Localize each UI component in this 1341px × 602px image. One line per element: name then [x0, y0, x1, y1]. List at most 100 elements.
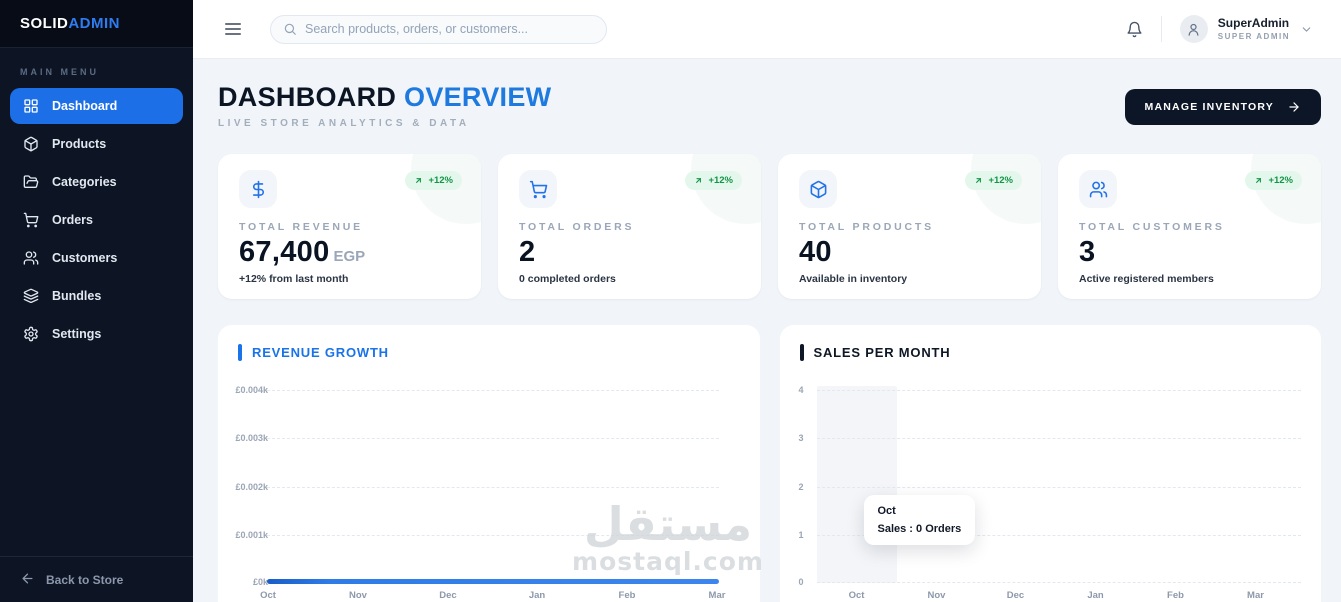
- charts-row: REVENUE GROWTH £0.004k £0.003k £0.002k £…: [218, 325, 1321, 602]
- manage-inventory-label: MANAGE INVENTORY: [1144, 101, 1274, 113]
- title-accent-bar: [238, 344, 242, 362]
- stat-label: TOTAL REVENUE: [239, 221, 363, 234]
- trend-badge-value: +12%: [428, 175, 453, 187]
- trend-up-icon: [976, 178, 982, 184]
- sales-chart-title: SALES PER MONTH: [799, 344, 951, 362]
- x-tick: Jan: [1087, 590, 1104, 602]
- stat-card-total-orders: +12% TOTAL ORDERS 2 0 completed orders: [498, 154, 761, 300]
- search-input[interactable]: [305, 22, 594, 36]
- y-tick: £0k: [252, 577, 268, 588]
- trend-badge-value: +12%: [1268, 175, 1293, 187]
- stat-subtext: Available in inventory: [799, 273, 908, 286]
- x-tick: Feb: [1167, 590, 1184, 602]
- page-head-left: DASHBOARD OVERVIEW LIVE STORE ANALYTICS …: [218, 83, 551, 130]
- sidebar-item-bundles[interactable]: Bundles: [10, 278, 183, 314]
- stat-card-total-customers: +12% TOTAL CUSTOMERS 3 Active registered…: [1058, 154, 1321, 300]
- folder-icon: [23, 174, 39, 190]
- cart-icon: [23, 212, 39, 228]
- stat-value: 3: [1079, 236, 1096, 269]
- chart-title-text: REVENUE GROWTH: [252, 345, 389, 361]
- sidebar-item-customers[interactable]: Customers: [10, 240, 183, 276]
- title-accent-bar: [799, 344, 804, 362]
- stat-value: 40: [799, 236, 832, 269]
- y-tick: £0.004k: [235, 385, 268, 396]
- tooltip-text: Sales : 0 Orders: [877, 523, 962, 536]
- trend-badge: +12%: [685, 171, 742, 191]
- stat-value-row: 2: [519, 236, 740, 269]
- manage-inventory-button[interactable]: MANAGE INVENTORY: [1124, 89, 1321, 125]
- avatar: [1179, 15, 1208, 43]
- user-meta: SuperAdmin SUPER ADMIN: [1218, 16, 1290, 41]
- brand-logo[interactable]: SOLIDADMIN: [20, 15, 120, 32]
- sidebar-item-categories[interactable]: Categories: [10, 164, 183, 200]
- trend-badge: +12%: [405, 171, 462, 191]
- sidebar-item-orders[interactable]: Orders: [10, 202, 183, 238]
- x-tick: Nov: [927, 590, 946, 602]
- gridline: [816, 438, 1301, 440]
- stats-row: +12% TOTAL REVENUE 67,400 EGP +12% from …: [218, 154, 1321, 300]
- sidebar-item-products[interactable]: Products: [10, 126, 183, 162]
- page-title: DASHBOARD OVERVIEW: [218, 83, 551, 111]
- gridline: [816, 390, 1301, 392]
- x-tick: Jan: [528, 590, 546, 602]
- sidebar-item-label: Settings: [52, 327, 102, 341]
- sidebar-item-settings[interactable]: Settings: [10, 316, 183, 352]
- dollar-icon: [239, 170, 277, 209]
- main-area: SuperAdmin SUPER ADMIN DASHBOARD OVERVIE…: [193, 0, 1341, 602]
- x-tick: Oct: [260, 590, 276, 602]
- x-tick: Oct: [848, 590, 865, 602]
- revenue-chart-plot[interactable]: £0.004k £0.003k £0.002k £0.001k £0k Oct …: [218, 325, 760, 602]
- trend-badge: +12%: [1245, 171, 1302, 191]
- sidebar-item-label: Products: [52, 137, 107, 151]
- y-tick: £0.001k: [235, 530, 268, 541]
- stat-value: 2: [519, 236, 536, 269]
- y-tick: 1: [798, 530, 804, 541]
- hover-highlight-band: [816, 386, 897, 584]
- x-tick: Feb: [618, 590, 636, 602]
- sales-per-month-card: SALES PER MONTH 4 3 2 1 0: [779, 325, 1322, 602]
- stat-label: TOTAL CUSTOMERS: [1079, 221, 1225, 234]
- hamburger-menu-icon[interactable]: [225, 23, 241, 35]
- revenue-chart-title: REVENUE GROWTH: [238, 344, 389, 362]
- back-to-store-label: Back to Store: [46, 572, 124, 587]
- sidebar: SOLIDADMIN MAIN MENU Dashboard Products: [0, 0, 193, 602]
- trend-badge-value: +12%: [988, 175, 1013, 187]
- x-tick: Nov: [349, 590, 367, 602]
- y-tick: 3: [798, 433, 804, 444]
- stat-subtext: Active registered members: [1079, 273, 1214, 286]
- sidebar-item-label: Orders: [52, 213, 93, 227]
- x-tick: Mar: [708, 590, 726, 602]
- sidebar-item-label: Categories: [52, 175, 117, 189]
- users-icon: [1079, 170, 1117, 209]
- cart-icon: [519, 170, 557, 209]
- gridline: [816, 487, 1301, 489]
- x-tick: Dec: [1006, 590, 1025, 602]
- trend-up-icon: [416, 178, 422, 184]
- tooltip-title: Oct: [877, 505, 896, 518]
- gridline: [816, 535, 1301, 537]
- topbar: SuperAdmin SUPER ADMIN: [193, 0, 1341, 59]
- y-tick: £0.002k: [235, 482, 268, 493]
- gear-icon: [23, 326, 39, 342]
- notifications-bell-icon[interactable]: [1126, 21, 1143, 38]
- stat-label: TOTAL PRODUCTS: [799, 221, 934, 234]
- stat-label: TOTAL ORDERS: [519, 221, 635, 234]
- back-to-store-link[interactable]: Back to Store: [0, 556, 193, 602]
- sidebar-header: SOLIDADMIN: [0, 0, 193, 48]
- sales-chart-plot[interactable]: 4 3 2 1 0 Oct Sales : 0 Orders: [780, 325, 1322, 602]
- sidebar-item-label: Dashboard: [52, 99, 118, 113]
- y-tick: 4: [798, 385, 804, 396]
- x-tick: Mar: [1247, 590, 1264, 602]
- stat-value-row: 3: [1079, 236, 1300, 269]
- x-tick: Dec: [439, 590, 457, 602]
- layers-icon: [23, 288, 39, 304]
- sidebar-item-dashboard[interactable]: Dashboard: [10, 88, 183, 124]
- page-title-primary: DASHBOARD: [218, 82, 397, 112]
- trend-badge: +12%: [965, 171, 1022, 191]
- search-bar: [270, 14, 607, 44]
- stat-value-row: 67,400 EGP: [239, 236, 460, 269]
- y-tick: £0.003k: [235, 433, 268, 444]
- user-menu[interactable]: SuperAdmin SUPER ADMIN: [1179, 15, 1313, 43]
- brand-secondary: ADMIN: [68, 15, 121, 32]
